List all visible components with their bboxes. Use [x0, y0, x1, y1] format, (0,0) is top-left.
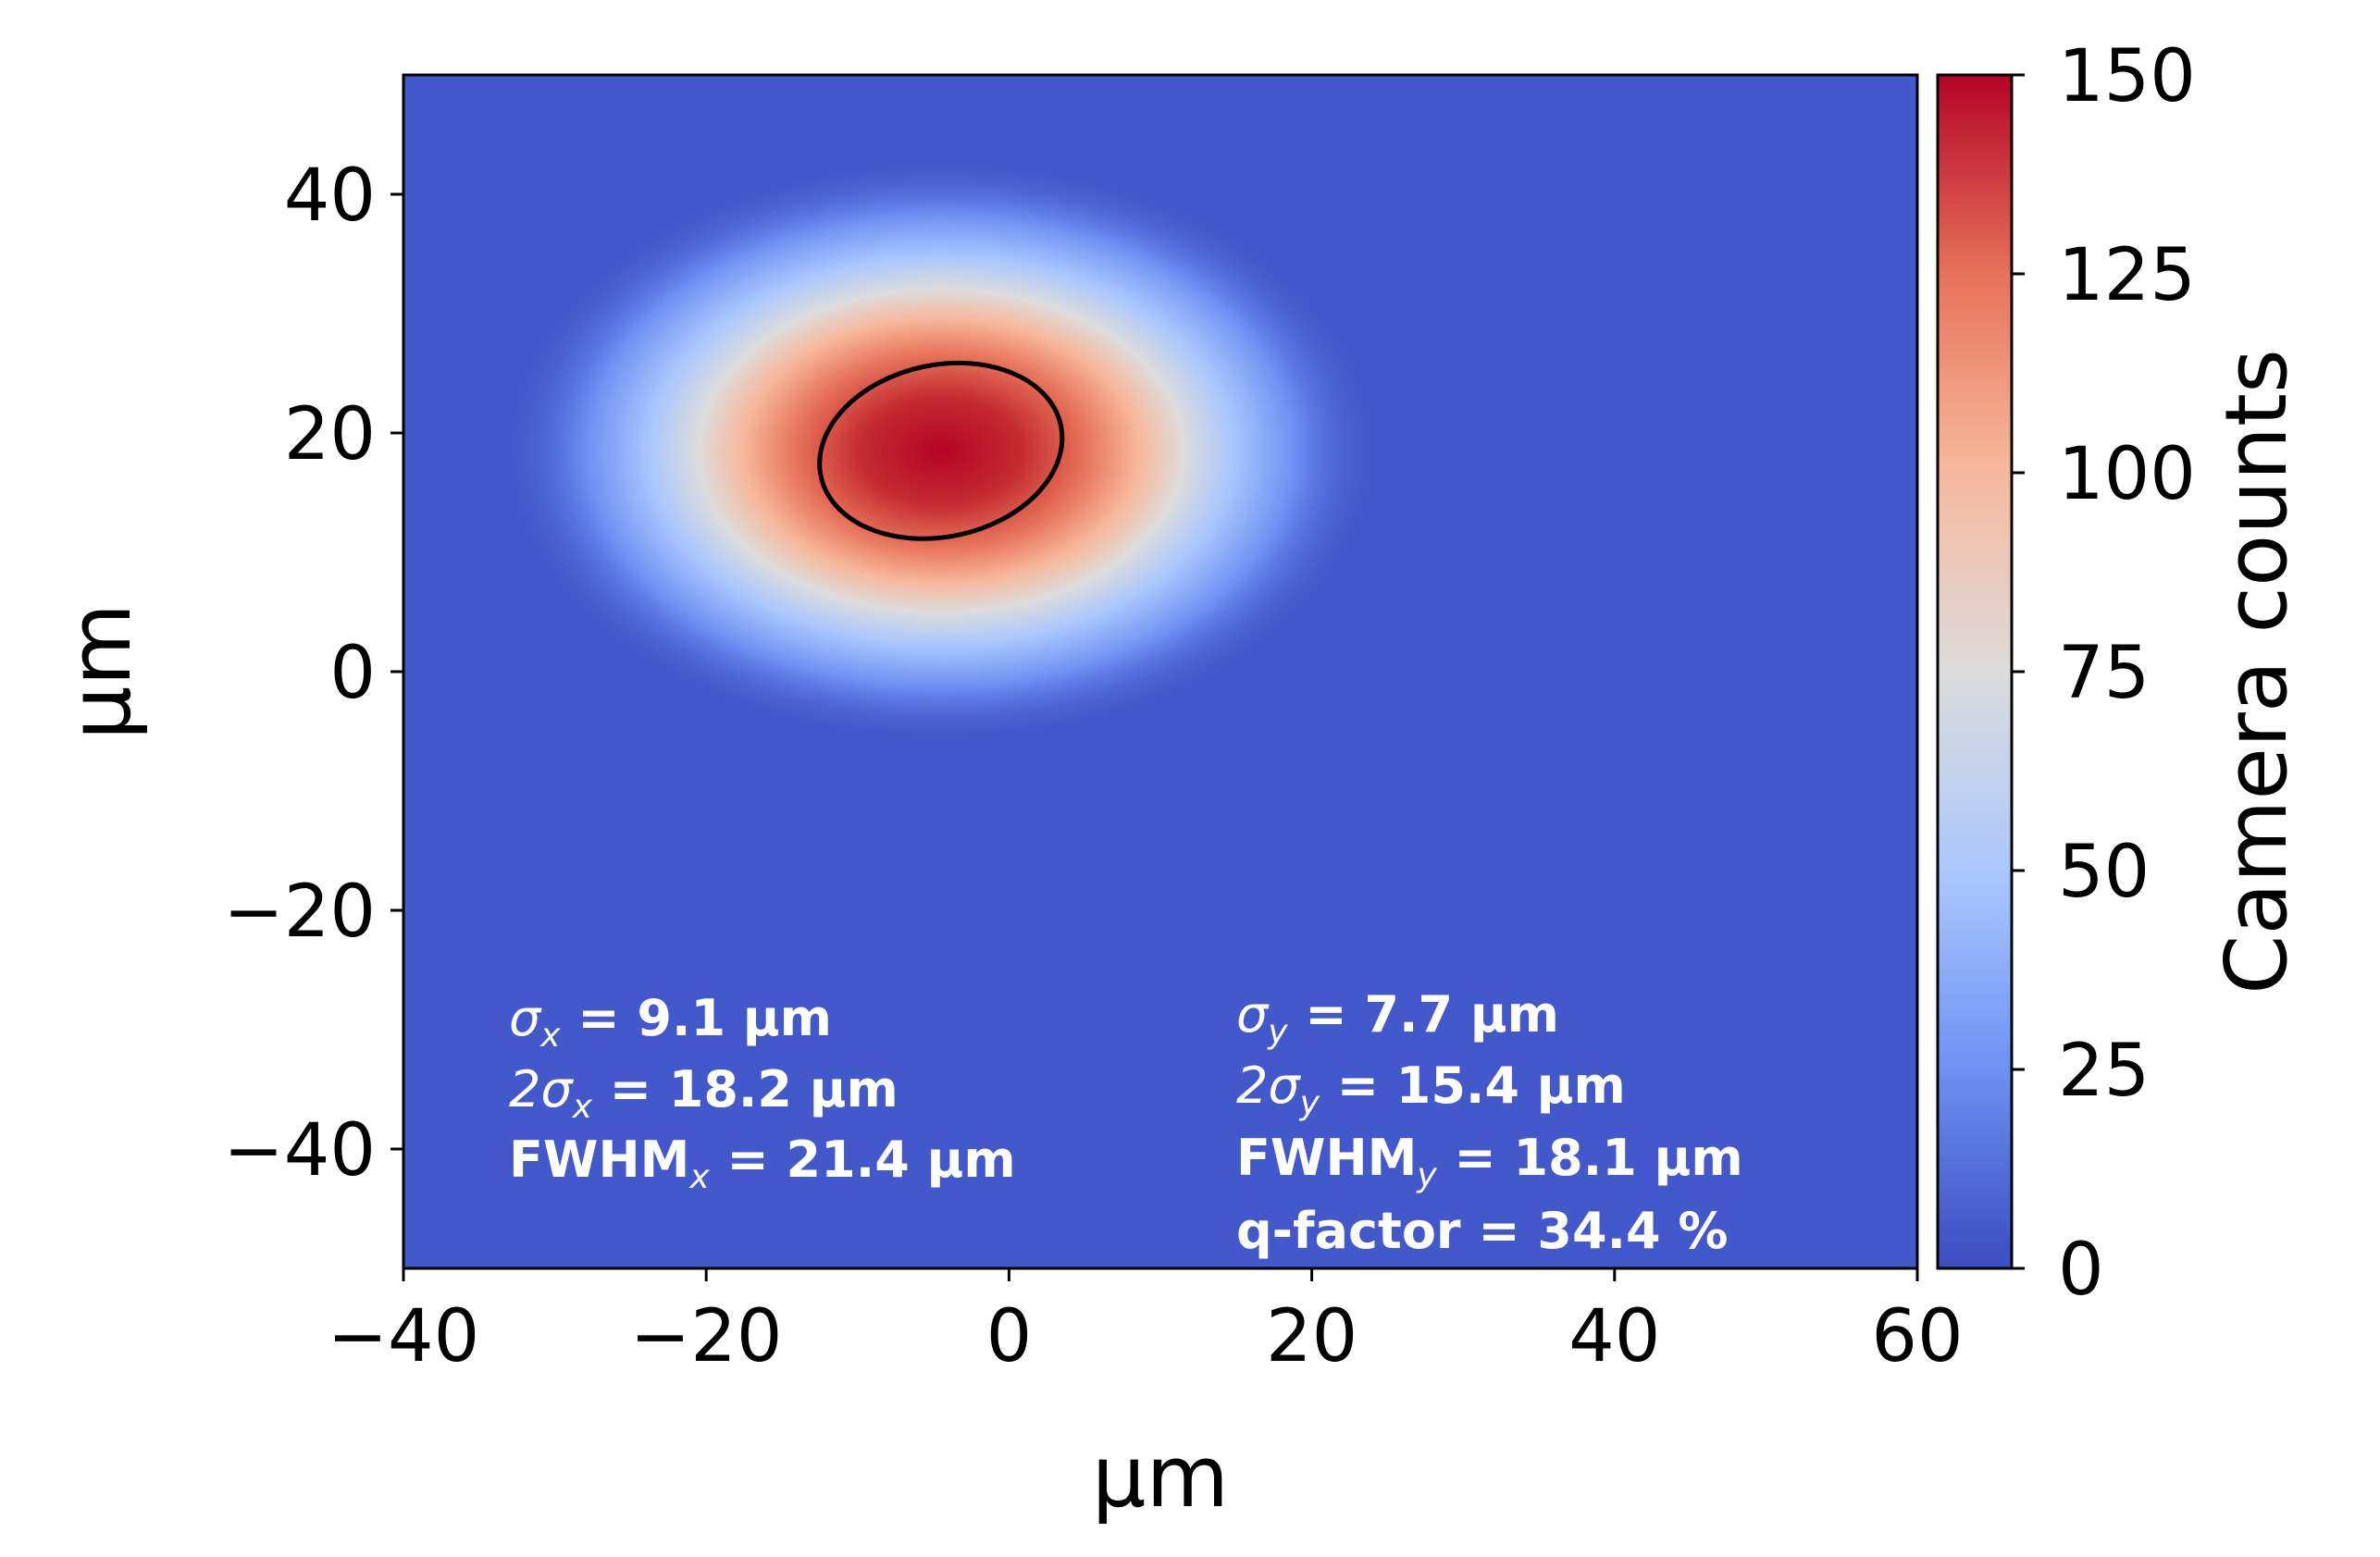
x-axis-ticks: −40 −20 0 20 40 60 [328, 1268, 1964, 1378]
y-tick-label: −40 [223, 1109, 376, 1192]
x-axis-title: µm [1092, 1427, 1229, 1526]
colorbar-tick-label: 25 [2058, 1030, 2150, 1113]
y-tick-label: 20 [284, 393, 376, 476]
colorbar-gradient-bar [1936, 73, 2014, 1270]
colorbar-title: Camera counts [2207, 349, 2306, 995]
y-axis-title: µm [51, 603, 150, 740]
colorbar: 0 25 50 75 100 125 150 Camera counts [1936, 35, 2306, 1312]
colorbar-ticks: 0 25 50 75 100 125 150 [2012, 35, 2196, 1312]
y-tick-label: −20 [223, 871, 376, 954]
x-tick-label: 0 [986, 1295, 1033, 1378]
annotation-sigma-y: σy = 7.7 µm [1236, 985, 1559, 1051]
colorbar-tick-label: 100 [2058, 433, 2196, 516]
beam-spot [500, 156, 1382, 746]
x-tick-label: 20 [1266, 1295, 1357, 1378]
colorbar-tick-label: 75 [2058, 632, 2150, 715]
x-tick-label: 40 [1568, 1295, 1660, 1378]
colorbar-tick-label: 150 [2058, 35, 2196, 118]
x-tick-label: 60 [1871, 1295, 1963, 1378]
colorbar-tick-label: 0 [2058, 1229, 2104, 1312]
annotation-2sigma-x: 2σx = 18.2 µm [509, 1060, 899, 1126]
colorbar-tick-label: 50 [2058, 831, 2150, 914]
x-tick-label: −20 [630, 1295, 783, 1378]
annotation-q-factor: q-factor = 34.4 % [1236, 1202, 1729, 1260]
annotation-sigma-x: σx = 9.1 µm [509, 989, 832, 1055]
y-axis-ticks: −40 −20 0 20 40 [223, 154, 403, 1192]
heatmap-area [402, 73, 1919, 1270]
annotation-right: σy = 7.7 µm 2σy = 15.4 µm FWHMy = 18.1 µ… [1236, 985, 1743, 1260]
y-tick-label: 40 [284, 154, 376, 238]
colorbar-tick-label: 125 [2058, 234, 2196, 317]
annotation-left: σx = 9.1 µm 2σx = 18.2 µm FWHMx = 21.4 µ… [509, 989, 1016, 1196]
y-tick-label: 0 [329, 632, 376, 715]
annotation-fwhm-y: FWHMy = 18.1 µm [1236, 1129, 1743, 1194]
annotation-fwhm-x: FWHMx = 21.4 µm [509, 1131, 1016, 1196]
x-tick-label: −40 [328, 1295, 480, 1378]
fit-ellipse [817, 360, 1065, 541]
annotation-2sigma-y: 2σy = 15.4 µm [1236, 1057, 1626, 1122]
